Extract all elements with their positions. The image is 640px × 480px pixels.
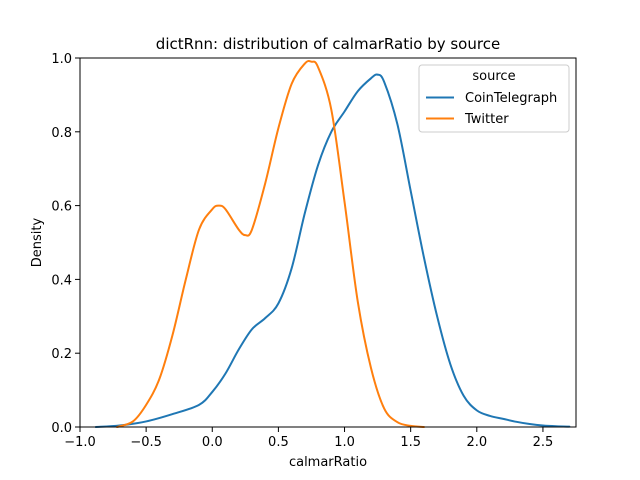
density-line-cointelegraph — [94, 73, 571, 428]
x-tick-label: 0.0 — [202, 435, 223, 450]
x-tick-label: 2.5 — [533, 435, 554, 450]
plot-frame — [79, 57, 577, 428]
x-axis-label: calmarRatio — [289, 455, 367, 470]
x-tick-label: −0.5 — [130, 435, 162, 450]
legend-label-twitter: Twitter — [464, 112, 509, 127]
legend-title: source — [472, 69, 515, 84]
x-tick-label: 0.5 — [268, 435, 289, 450]
x-tick-label: 2.0 — [466, 435, 487, 450]
y-tick-label: 0.2 — [51, 347, 72, 362]
legend: source CoinTelegraph Twitter — [418, 64, 570, 133]
legend-box — [418, 64, 570, 133]
legend-label-cointelegraph: CoinTelegraph — [465, 91, 557, 106]
plot-area — [94, 59, 571, 428]
chart-title: dictRnn: distribution of calmarRatio by … — [156, 35, 500, 53]
y-axis-label: Density — [30, 217, 45, 267]
y-tick-label: 0.8 — [51, 126, 72, 141]
y-tick-label: 1.0 — [51, 52, 72, 67]
y-axis: 0.0 0.2 0.4 0.6 0.8 1.0 — [51, 52, 80, 436]
y-tick-label: 0.4 — [51, 273, 72, 288]
x-tick-label: 1.5 — [400, 435, 421, 450]
x-tick-label: 1.0 — [334, 435, 355, 450]
y-tick-label: 0.6 — [51, 200, 72, 215]
x-axis: −1.0 −0.5 0.0 0.5 1.0 1.5 2.0 2.5 — [64, 427, 553, 450]
x-tick-label: −1.0 — [64, 435, 96, 450]
y-tick-label: 0.0 — [51, 421, 72, 436]
density-line-twitter — [116, 59, 425, 428]
